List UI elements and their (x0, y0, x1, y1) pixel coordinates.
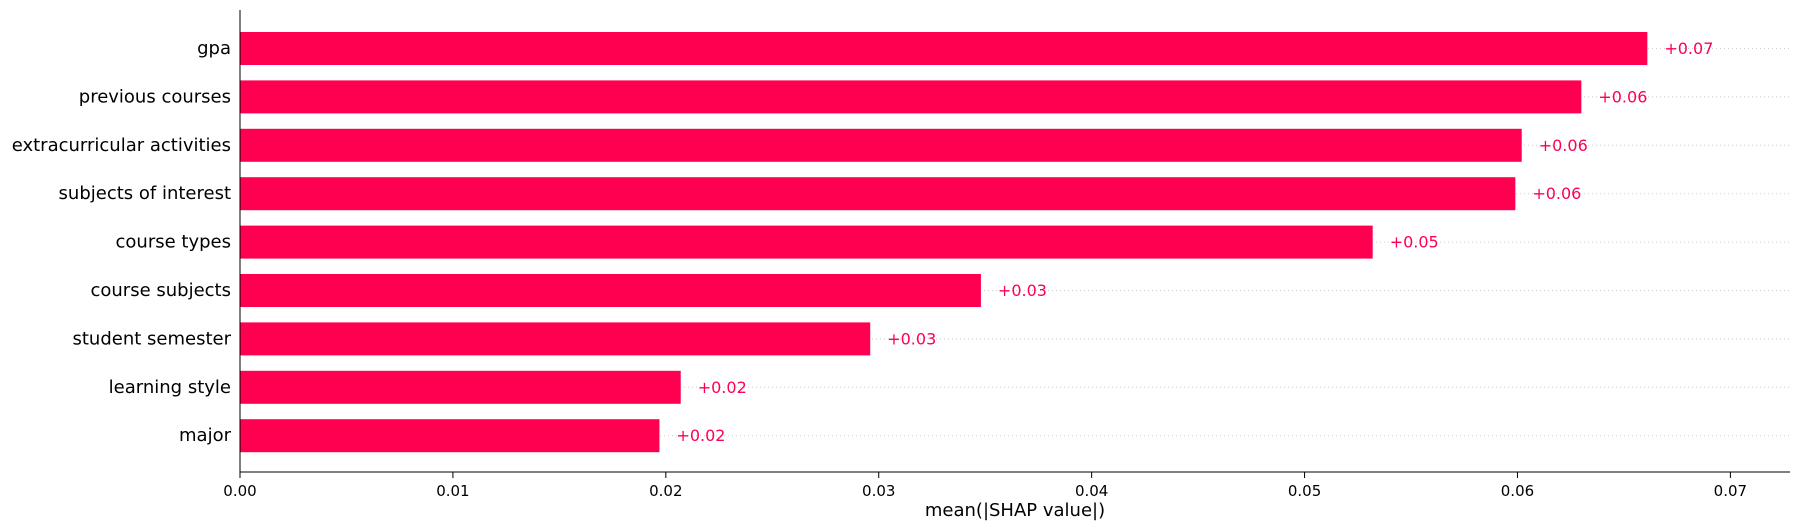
category-label: major (179, 425, 232, 446)
bar (240, 80, 1582, 114)
value-labels: +0.07 +0.06 +0.06 +0.06 +0.05 +0.03 +0.03 +0.02… (676, 39, 1713, 445)
x-tick-label: 0.01 (436, 482, 469, 500)
value-label: +0.03 (887, 329, 936, 348)
category-labels: gpa previous courses extracurricular activ… (12, 38, 232, 446)
x-tick-label: 0.02 (649, 482, 682, 500)
category-label: course subjects (90, 280, 231, 301)
bar (240, 419, 660, 453)
x-tick-label: 0.04 (1075, 482, 1108, 500)
axes (239, 10, 1790, 473)
category-label: learning style (109, 377, 231, 398)
bar (240, 370, 681, 404)
category-label: subjects of interest (59, 183, 231, 204)
bar (240, 225, 1373, 259)
x-tick-label: 0.00 (223, 482, 256, 500)
value-label: +0.07 (1664, 39, 1713, 58)
bar (240, 274, 981, 307)
bar (240, 177, 1516, 211)
x-tick-label: 0.05 (1288, 482, 1321, 500)
x-tick-label: 0.07 (1714, 482, 1747, 500)
bar (240, 32, 1648, 65)
bar (240, 322, 871, 356)
value-label: +0.02 (676, 426, 725, 445)
category-label: course types (116, 232, 231, 253)
x-tick-label: 0.06 (1501, 482, 1534, 500)
category-label: previous courses (79, 86, 231, 107)
value-label: +0.03 (998, 281, 1047, 300)
category-label: student semester (72, 328, 231, 349)
x-tick-label: 0.03 (862, 482, 895, 500)
value-label: +0.02 (698, 378, 747, 397)
bar (240, 128, 1522, 162)
value-label: +0.06 (1598, 87, 1647, 106)
value-label: +0.06 (1532, 184, 1581, 203)
category-label: extracurricular activities (12, 135, 231, 156)
bars (240, 32, 1648, 453)
category-label: gpa (197, 38, 231, 59)
x-axis-title: mean(|SHAP value|) (925, 500, 1105, 521)
value-label: +0.06 (1539, 136, 1588, 155)
x-ticks: 0.00 0.01 0.02 0.03 0.04 0.05 0.06 0.07 (223, 472, 1747, 500)
value-label: +0.05 (1390, 233, 1439, 252)
